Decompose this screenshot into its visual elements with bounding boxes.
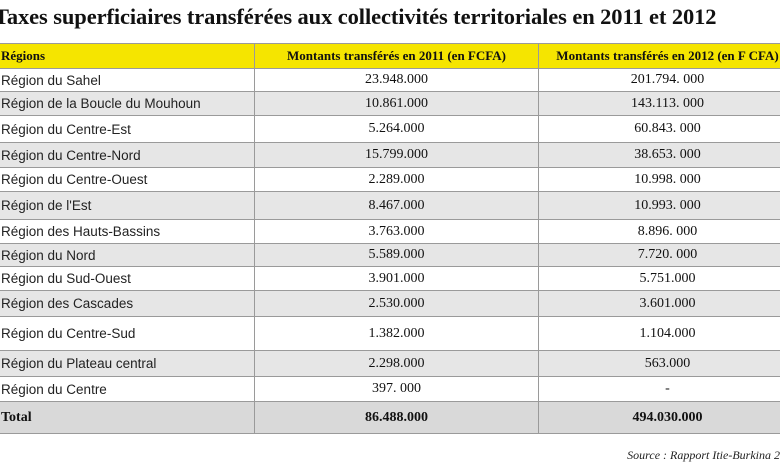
amount-2012-cell: 1.104.000	[538, 316, 780, 351]
table-row: Région du Centre-Sud 1.382.000 1.104.000	[0, 316, 780, 351]
amount-2011-cell: 10.861.000	[254, 91, 539, 116]
region-cell: Région des Cascades	[0, 290, 255, 317]
region-cell: Région du Sahel	[0, 68, 255, 92]
column-header-2011: Montants transférés en 2011 (en FCFA)	[254, 43, 539, 69]
amount-2012-cell: 143.113. 000	[538, 91, 780, 116]
table-header-row: Régions Montants transférés en 2011 (en …	[0, 43, 780, 69]
region-cell: Région du Centre-Ouest	[0, 167, 255, 192]
amount-2012-cell: 201.794. 000	[538, 68, 780, 92]
region-cell: Région du Centre-Sud	[0, 316, 255, 351]
source-note: Source : Rapport Itie-Burkina 2012	[627, 448, 780, 462]
amount-2012-cell: 8.896. 000	[538, 219, 780, 244]
column-header-2012: Montants transférés en 2012 (en F CFA)	[538, 43, 780, 69]
amount-2012-cell: 7.720. 000	[538, 243, 780, 267]
region-cell: Région du Centre	[0, 376, 255, 402]
table-row: Région du Plateau central 2.298.000 563.…	[0, 350, 780, 377]
table-row: Région du Sud-Ouest 3.901.000 5.751.000	[0, 266, 780, 291]
amount-2011-cell: 3.901.000	[254, 266, 539, 291]
table-row: Région du Sahel 23.948.000 201.794. 000	[0, 68, 780, 92]
amount-2011-cell: 2.289.000	[254, 167, 539, 192]
region-cell: Région de la Boucle du Mouhoun	[0, 91, 255, 116]
column-header-regions: Régions	[0, 43, 255, 69]
amount-2011-cell: 5.589.000	[254, 243, 539, 267]
amount-2011-cell: 397. 000	[254, 376, 539, 402]
region-cell: Région du Centre-Est	[0, 115, 255, 143]
table-row: Région des Cascades 2.530.000 3.601.000	[0, 290, 780, 317]
amount-2011-cell: 2.530.000	[254, 290, 539, 317]
table-row: Région du Centre 397. 000 -	[0, 376, 780, 402]
amount-2012-cell: 10.998. 000	[538, 167, 780, 192]
table-row: Région du Centre-Nord 15.799.000 38.653.…	[0, 142, 780, 168]
amount-2012-cell: 38.653. 000	[538, 142, 780, 168]
amount-2012-cell: 563.000	[538, 350, 780, 377]
total-2011-cell: 86.488.000	[254, 401, 539, 434]
total-2012-cell: 494.030.000	[538, 401, 780, 434]
page-title: Taxes superficiaires transférées aux col…	[0, 4, 717, 29]
region-cell: Région du Centre-Nord	[0, 142, 255, 168]
amount-2011-cell: 2.298.000	[254, 350, 539, 377]
total-label: Total	[0, 401, 255, 434]
amount-2012-cell: 3.601.000	[538, 290, 780, 317]
table-row: Région du Nord 5.589.000 7.720. 000	[0, 243, 780, 267]
amount-2011-cell: 23.948.000	[254, 68, 539, 92]
amount-2011-cell: 1.382.000	[254, 316, 539, 351]
amount-2011-cell: 5.264.000	[254, 115, 539, 143]
amount-2012-cell: 5.751.000	[538, 266, 780, 291]
region-cell: Région du Sud-Ouest	[0, 266, 255, 291]
amount-2012-cell: 10.993. 000	[538, 191, 780, 220]
data-table: Régions Montants transférés en 2011 (en …	[0, 43, 780, 434]
region-cell: Région de l'Est	[0, 191, 255, 220]
amount-2012-cell: -	[538, 376, 780, 402]
amount-2011-cell: 8.467.000	[254, 191, 539, 220]
amount-2012-cell: 60.843. 000	[538, 115, 780, 143]
region-cell: Région des Hauts-Bassins	[0, 219, 255, 244]
total-row: Total 86.488.000 494.030.000	[0, 401, 780, 434]
region-cell: Région du Nord	[0, 243, 255, 267]
region-cell: Région du Plateau central	[0, 350, 255, 377]
table-row: Région de l'Est 8.467.000 10.993. 000	[0, 191, 780, 220]
table-row: Région des Hauts-Bassins 3.763.000 8.896…	[0, 219, 780, 244]
amount-2011-cell: 3.763.000	[254, 219, 539, 244]
table-row: Région de la Boucle du Mouhoun 10.861.00…	[0, 91, 780, 116]
table-row: Région du Centre-Ouest 2.289.000 10.998.…	[0, 167, 780, 192]
amount-2011-cell: 15.799.000	[254, 142, 539, 168]
table-row: Région du Centre-Est 5.264.000 60.843. 0…	[0, 115, 780, 143]
